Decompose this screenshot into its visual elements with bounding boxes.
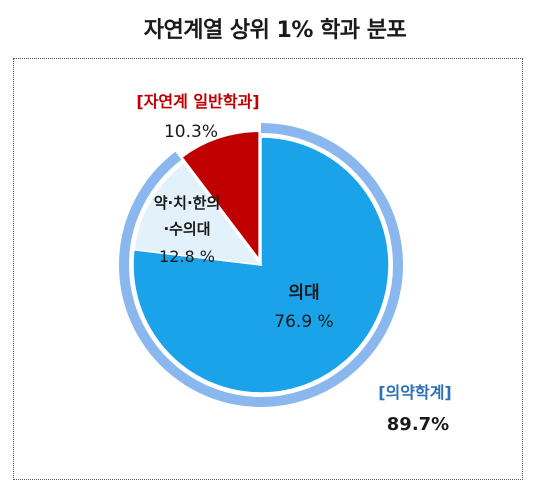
label-general-name: [자연계 일반학과] xyxy=(136,92,259,111)
chart-title: 자연계열 상위 1% 학과 분포 xyxy=(143,18,407,43)
label-medicine-name: 의대 xyxy=(288,283,319,303)
label-medical-group-name: [의약학계] xyxy=(378,383,452,402)
chart-frame xyxy=(13,58,523,480)
label-medical-group-value: 89.7% xyxy=(387,414,449,435)
outer-ring-medical-group xyxy=(119,123,403,407)
label-pharm-name-line1: 약·치·한의 xyxy=(154,194,221,212)
label-pharm-name-line2: ·수의대 xyxy=(163,220,210,238)
label-general-value: 10.3% xyxy=(164,122,218,142)
slice-pharm-dent-oriental-vet xyxy=(133,161,263,266)
slice-general-science xyxy=(180,130,260,262)
label-pharm-value: 12.8 % xyxy=(159,247,215,266)
label-medicine-value: 76.9 % xyxy=(274,312,333,332)
